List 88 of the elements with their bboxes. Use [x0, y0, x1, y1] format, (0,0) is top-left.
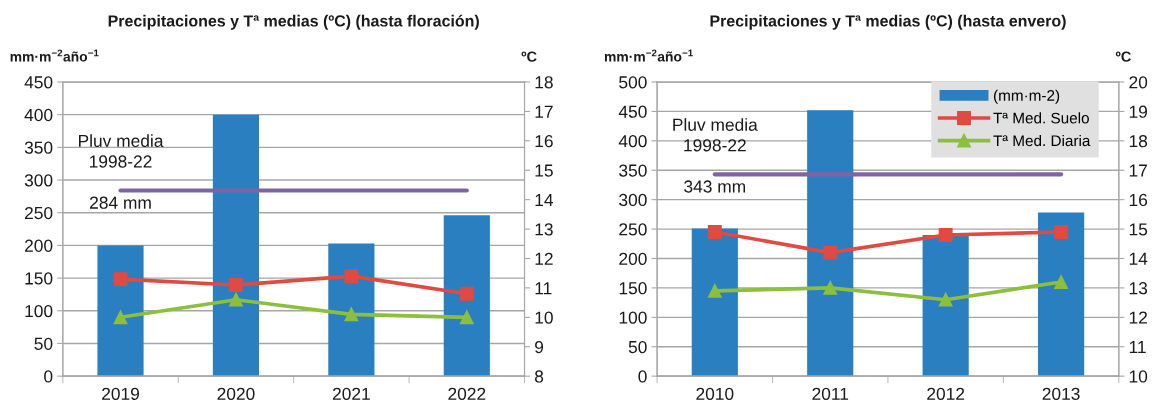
y-tick-label: 450	[24, 76, 53, 89]
y2-tick-label: 10	[1129, 370, 1148, 383]
x-tick-label: 2021	[332, 387, 370, 401]
bar	[443, 215, 490, 377]
bar	[807, 110, 854, 377]
legend-label: (mm·m-2)	[994, 89, 1060, 104]
point	[1054, 225, 1069, 239]
y-tick-label: 200	[24, 239, 53, 252]
y2-tick-label: 16	[1129, 193, 1148, 207]
chart-title: Precipitaciones y Tª medias (ºC) (hasta floración)	[108, 14, 479, 30]
y2-tick-label: 17	[535, 105, 553, 118]
y-tick-label: 300	[619, 193, 647, 207]
y2-tick-label: 15	[1129, 223, 1148, 236]
y2-axis-title: ºC	[521, 51, 537, 62]
x-tick-label: 2013	[1042, 387, 1080, 401]
y-tick-label: 150	[25, 272, 53, 285]
y2-tick-label: 8	[534, 370, 544, 383]
y2-tick-label: 13	[535, 223, 553, 236]
y-tick-label: 250	[619, 223, 647, 236]
y-tick-label: 300	[24, 174, 53, 187]
y-tick-label: 450	[618, 105, 647, 118]
point	[344, 269, 359, 284]
point	[1054, 275, 1069, 289]
bar	[922, 234, 969, 377]
x-tick-label: 2010	[696, 387, 734, 401]
y-tick-label: 0	[638, 370, 647, 383]
y2-tick-label: 12	[535, 252, 553, 265]
ref-line-label: 284 mm	[90, 196, 151, 209]
y2-tick-label: 16	[535, 134, 553, 148]
y-axis-title: mm·m$^{−2}$año$^{−1}$	[604, 49, 693, 62]
y-tick-label: 400	[618, 134, 647, 148]
point	[113, 272, 128, 287]
y-tick-label: 0	[44, 370, 53, 383]
y2-tick-label: 11	[535, 282, 552, 295]
y-tick-label: 50	[628, 340, 647, 354]
y-tick-label: 250	[24, 206, 53, 220]
y2-tick-label: 18	[535, 76, 553, 89]
y-tick-label: 400	[24, 108, 53, 122]
y-tick-label: 200	[619, 252, 647, 265]
y-tick-label: 50	[34, 337, 53, 350]
point	[823, 245, 838, 260]
y2-tick-label: 10	[535, 311, 553, 324]
x-tick-label: 2022	[448, 387, 486, 401]
y2-tick-label: 20	[1129, 76, 1148, 89]
ref-line-label: 343 mm	[684, 180, 746, 193]
point	[459, 286, 474, 301]
y-tick-label: 500	[619, 76, 647, 89]
point	[823, 280, 838, 295]
y2-tick-label: 14	[1129, 252, 1148, 265]
y-tick-label: 100	[25, 304, 53, 318]
y2-tick-label: 11	[1129, 341, 1146, 354]
y2-tick-label: 17	[1129, 164, 1147, 177]
bar	[212, 114, 260, 377]
bar	[328, 243, 375, 377]
bar	[1038, 212, 1085, 377]
y2-tick-label: 15	[535, 164, 553, 177]
bar	[691, 228, 738, 377]
point	[707, 225, 722, 239]
x-tick-label: 2020	[217, 387, 255, 401]
y2-tick-label: 9	[535, 340, 544, 354]
y-tick-label: 350	[619, 164, 647, 177]
y2-tick-label: 18	[1129, 134, 1148, 148]
x-tick-label: 2012	[927, 387, 965, 401]
legend-label: Tª Med. Suelo	[993, 112, 1089, 124]
point	[113, 310, 128, 325]
y2-tick-label: 12	[1129, 311, 1147, 324]
bar	[97, 245, 144, 377]
y-tick-label: 150	[619, 282, 647, 295]
annotation: Pluv media 1998-22	[673, 118, 758, 152]
y2-tick-label: 19	[1129, 105, 1148, 118]
y-tick-label: 100	[619, 311, 647, 324]
point	[459, 310, 474, 325]
x-tick-label: 2011	[812, 387, 849, 401]
y2-tick-label: 14	[535, 194, 554, 206]
legend-label: Tª Med. Diaria	[993, 134, 1091, 147]
chart-title: Precipitaciones y Tª medias (ºC) (hasta envero)	[710, 14, 1066, 30]
y2-tick-label: 13	[1129, 282, 1148, 295]
point	[228, 292, 243, 307]
point	[938, 228, 953, 242]
point	[938, 292, 953, 307]
y-tick-label: 350	[24, 141, 53, 154]
point	[707, 283, 722, 298]
point	[228, 278, 243, 292]
y-axis-title: mm·m$^{−2}$año$^{−1}$	[10, 49, 99, 62]
point	[344, 307, 359, 322]
annotation: Pluv media 1998-22	[79, 134, 164, 168]
y2-axis-title: ºC	[1115, 51, 1131, 62]
x-tick-label: 2019	[102, 387, 140, 401]
